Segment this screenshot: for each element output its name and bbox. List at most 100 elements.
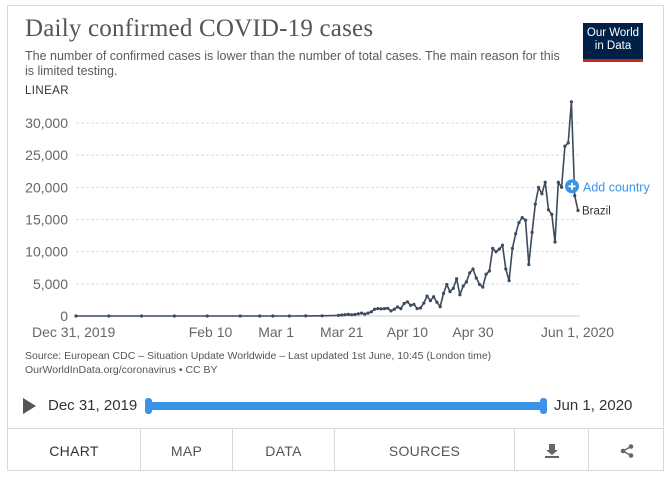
data-point [412,302,416,306]
data-point [484,272,488,276]
data-point [402,301,406,306]
data-point [438,305,442,309]
data-point [550,212,554,216]
data-point [422,301,426,305]
tab-sources[interactable]: SOURCES [335,429,515,470]
x-tick-label: Mar 21 [320,324,364,340]
add-country-button[interactable]: Add country [565,179,650,194]
data-point [523,218,528,222]
data-point [576,208,580,213]
chart-subtitle: The number of confirmed cases is lower t… [25,49,560,78]
data-point [399,307,403,311]
data-point [287,314,291,318]
data-point [271,314,275,318]
timeline-track[interactable] [150,402,543,410]
scale-toggle[interactable]: LINEAR [25,85,69,97]
data-point [520,216,524,220]
data-point [573,194,577,198]
download-button[interactable] [515,429,589,470]
data-point [346,312,350,316]
data-point [389,309,393,313]
data-point [258,314,262,318]
data-point [563,144,567,148]
data-point [418,306,423,310]
data-point [468,271,472,275]
timeline-end-handle[interactable] [540,398,547,414]
data-point [373,307,377,311]
data-point [366,311,370,315]
tab-map[interactable]: MAP [141,429,233,470]
y-tick-label: 20,000 [25,179,68,195]
data-point [74,314,78,318]
data-point [497,247,501,251]
data-point [556,180,560,184]
data-point [445,282,449,287]
chart-title: Daily confirmed COVID-19 cases [25,15,374,42]
series-label: Brazil [582,205,611,217]
timeline-start-label: Dec 31, 2019 [48,397,138,414]
data-point [386,306,390,310]
data-point [369,310,373,314]
data-point [474,276,478,280]
data-point [504,267,508,271]
series-layer [74,100,580,318]
logo-line-2: in Data [594,40,632,52]
data-point [205,314,209,318]
data-point [461,284,465,288]
data-point [107,314,111,318]
tab-chart[interactable]: CHART [8,429,141,470]
data-point [238,314,242,318]
data-point [451,286,455,290]
x-axis: Dec 31, 2019 Feb 10 Mar 1 Mar 21 Apr 10 Apr 3… [32,324,614,340]
data-point [336,313,341,317]
data-point [425,294,429,298]
owid-logo[interactable]: Our World in Data [583,23,643,62]
data-point [540,192,544,196]
y-tick-label: 5,000 [33,276,68,292]
chart-frame: Daily confirmed COVID-19 cases The numbe… [7,5,664,471]
data-point [382,307,386,311]
data-point [353,312,357,317]
data-point [395,305,400,309]
x-tick-label: Apr 10 [387,324,428,340]
data-point [458,293,462,297]
data-point [350,313,354,317]
y-tick-label: 25,000 [25,147,68,163]
data-point [546,208,551,212]
play-icon[interactable] [23,398,36,414]
data-point [405,300,409,304]
data-point [471,267,475,271]
timeline: Dec 31, 2019 Jun 1, 2020 [8,390,663,426]
share-button[interactable] [589,429,663,470]
data-point [507,279,511,283]
data-point [530,230,534,234]
timeline-start-handle[interactable] [145,398,152,414]
data-point [487,269,491,273]
timeline-end-label: Jun 1, 2020 [554,397,633,414]
tab-data[interactable]: DATA [233,429,335,470]
data-point [448,290,452,294]
y-tick-label: 15,000 [25,212,68,228]
data-point [566,141,570,145]
data-point [435,300,439,304]
source-line: Source: European CDC – Situation Update … [25,350,492,362]
x-tick-label: Mar 1 [258,324,294,340]
data-point [359,311,364,315]
data-point [464,280,468,284]
y-tick-label: 0 [60,308,68,324]
data-point [481,285,485,289]
data-point [455,277,459,281]
y-axis: 0 5,000 10,000 15,000 20,000 25,000 30,000 [25,115,580,324]
tab-bar: CHART MAP DATA SOURCES [8,428,663,470]
data-point [376,307,380,311]
data-point [363,312,367,316]
data-point [500,243,505,247]
share-icon [620,443,634,458]
data-point [569,100,574,104]
data-point [379,307,383,311]
source-link[interactable]: OurWorldInData.org/coronavirus • CC BY [25,363,218,376]
data-point [441,291,446,296]
data-point [428,299,432,303]
x-tick-label: Dec 31, 2019 [32,324,115,340]
data-point [392,307,396,311]
